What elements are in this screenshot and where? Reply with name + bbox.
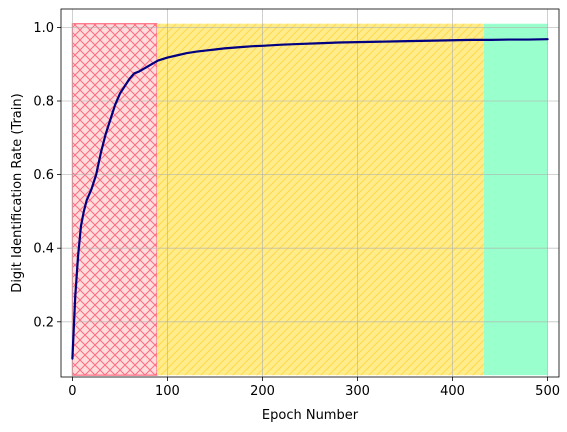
y-tick-label-1: 0.4 — [33, 242, 54, 257]
plot-frame — [60, 8, 560, 378]
x-tick-label-2: 200 — [250, 384, 275, 399]
x-tick-label-5: 500 — [535, 384, 560, 399]
x-tick-label-1: 100 — [155, 384, 180, 399]
series-0-line — [71, 38, 549, 360]
region-2-fill — [483, 23, 548, 376]
y-tick-label-2: 0.6 — [33, 168, 54, 183]
y-tick-label-3: 0.8 — [33, 95, 54, 110]
x-tick-label-3: 300 — [345, 384, 370, 399]
y-axis-label: Digit Identification Rate (Train) — [10, 93, 25, 292]
x-axis-label: Epoch Number — [262, 408, 359, 423]
region-0-hatch — [72, 23, 157, 376]
y-tick-label-4: 1.0 — [33, 21, 54, 36]
regions-layer — [71, 23, 548, 376]
ticks-layer: 0 100 200 300 400 500 0.2 0.4 0.6 0.8 1.0 — [33, 21, 560, 399]
series-layer — [71, 38, 549, 360]
x-tick-label-0: 0 — [68, 384, 76, 399]
region-1-hatch — [156, 23, 484, 376]
grid-layer — [61, 9, 559, 377]
y-tick-label-0: 0.2 — [33, 315, 54, 330]
x-tick-label-4: 400 — [440, 384, 465, 399]
